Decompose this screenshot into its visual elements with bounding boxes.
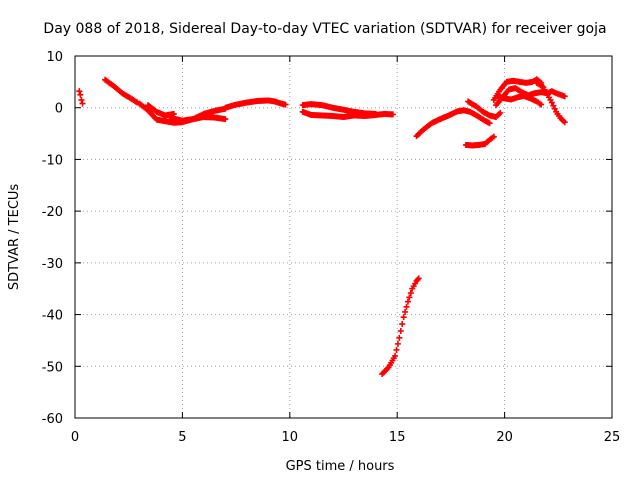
data-series-segment <box>379 275 422 377</box>
data-point <box>76 88 82 94</box>
x-tick-label: 5 <box>178 430 186 445</box>
x-tick-label: 15 <box>389 430 406 445</box>
data-point <box>399 321 405 327</box>
data-point <box>396 335 402 341</box>
data-point <box>404 304 410 310</box>
x-tick-label: 20 <box>496 430 513 445</box>
data-series-segment <box>76 88 85 106</box>
y-axis-label: SDTVAR / TECUs <box>7 184 22 291</box>
y-tick-label: 10 <box>46 50 63 65</box>
data-point <box>78 97 84 103</box>
data-point <box>393 347 399 353</box>
data-point <box>80 101 86 107</box>
y-tick-label: -10 <box>42 153 63 168</box>
y-tick-label: 0 <box>55 102 63 117</box>
y-tick-label: -20 <box>42 205 63 220</box>
y-tick-label: -40 <box>42 309 63 324</box>
data-series-segment <box>102 77 140 106</box>
data-series-segment <box>169 114 229 124</box>
y-tick-label: -50 <box>42 360 63 375</box>
x-tick-label: 0 <box>71 430 79 445</box>
data-points-layer <box>76 76 567 377</box>
data-point <box>398 328 404 334</box>
data-series-segment <box>463 134 497 149</box>
y-tick-label: -60 <box>42 412 63 427</box>
chart-title: Day 088 of 2018, Sidereal Day-to-day VTE… <box>43 21 606 37</box>
data-point <box>395 341 401 347</box>
x-tick-label: 25 <box>604 430 621 445</box>
data-point <box>77 92 83 98</box>
y-tick-label: -30 <box>42 257 63 272</box>
sdtvar-chart: Day 088 of 2018, Sidereal Day-to-day VTE… <box>0 0 640 480</box>
x-tick-label: 10 <box>282 430 299 445</box>
x-axis-label: GPS time / hours <box>286 459 395 474</box>
data-series-segment <box>222 97 288 110</box>
data-point <box>401 314 407 320</box>
